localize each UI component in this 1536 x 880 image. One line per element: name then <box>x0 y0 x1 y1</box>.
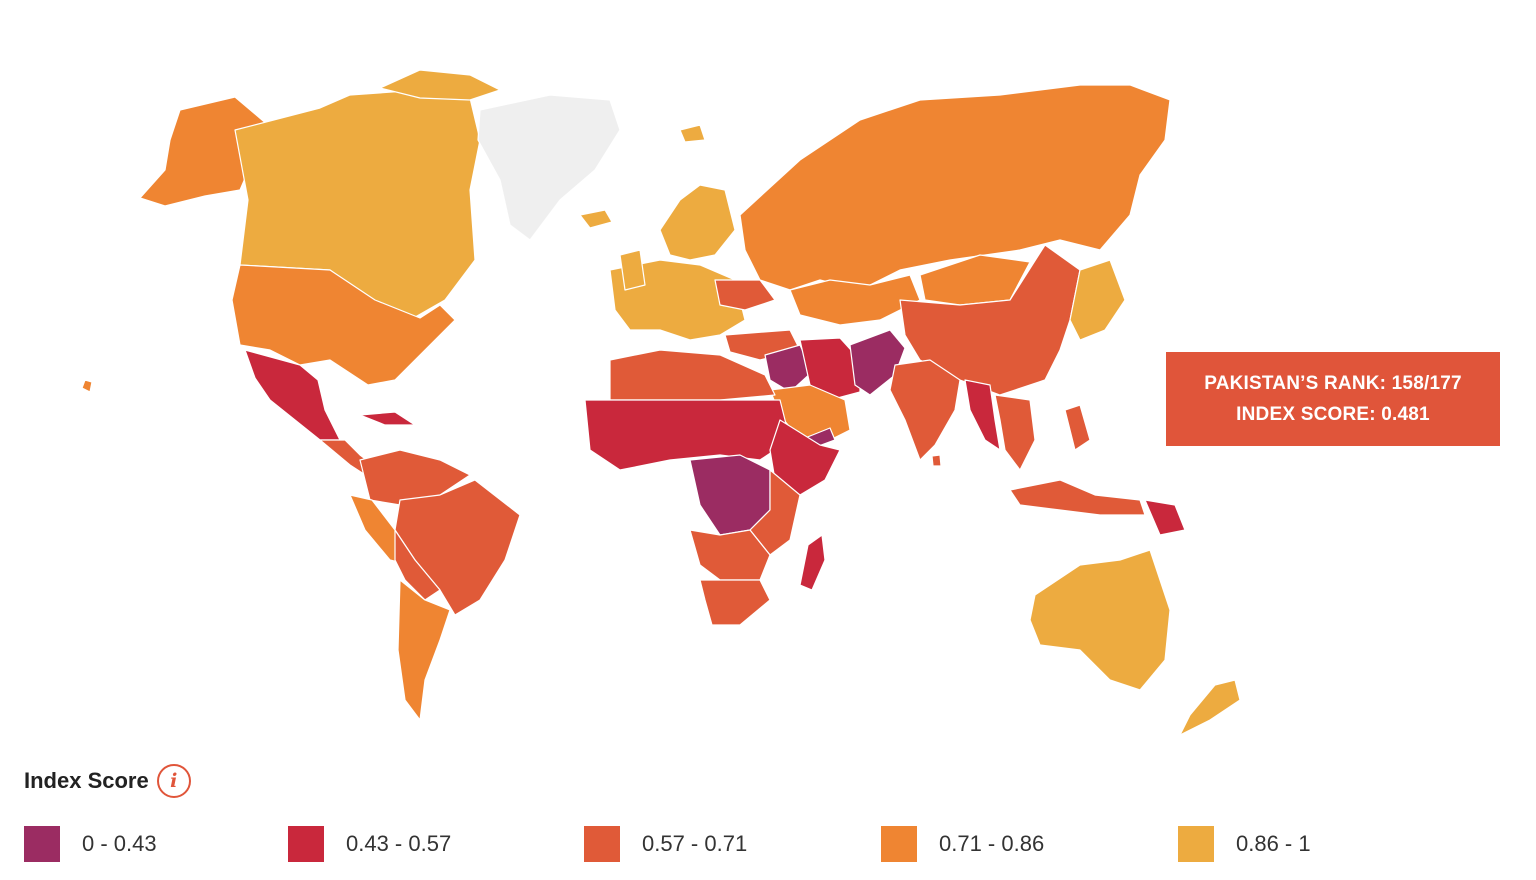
indonesia[interactable] <box>1009 479 1146 516</box>
legend-title-row: Index Score i <box>24 764 191 798</box>
legend-label-4: 0.71 - 0.86 <box>939 831 1045 856</box>
legend-item-4[interactable]: 0.71 - 0.86 <box>881 826 1044 862</box>
se-asia[interactable] <box>994 394 1036 471</box>
alaska[interactable] <box>139 96 269 207</box>
iceland[interactable] <box>579 209 613 229</box>
papua-new-guinea[interactable] <box>1144 499 1186 536</box>
angola-zambia[interactable] <box>689 529 771 581</box>
cuba[interactable] <box>359 411 416 426</box>
tooltip-rank: PAKISTAN’S RANK: 158/177 <box>1204 373 1462 394</box>
legend-item-1[interactable]: 0 - 0.43 <box>24 826 157 862</box>
usa[interactable] <box>231 264 456 386</box>
new-zealand[interactable] <box>1179 679 1241 736</box>
legend-swatch-1 <box>24 826 60 862</box>
sri-lanka[interactable] <box>931 454 942 467</box>
southern-africa[interactable] <box>699 579 771 626</box>
sahel[interactable] <box>584 399 791 471</box>
greenland <box>477 94 621 241</box>
kazakhstan[interactable] <box>789 274 921 326</box>
argentina-chile[interactable] <box>397 579 451 721</box>
mexico[interactable] <box>244 349 341 441</box>
venezuela-colombia[interactable] <box>359 449 471 506</box>
ukraine[interactable] <box>714 279 776 311</box>
madagascar[interactable] <box>799 534 826 591</box>
legend-swatch-5 <box>1178 826 1214 862</box>
iraq-syria[interactable] <box>764 344 813 393</box>
legend-label-2: 0.43 - 0.57 <box>346 831 452 856</box>
canada-islands[interactable] <box>379 69 501 101</box>
legend-label-5: 0.86 - 1 <box>1236 831 1311 856</box>
china[interactable] <box>899 244 1081 396</box>
myanmar[interactable] <box>964 379 1001 451</box>
legend-label-3: 0.57 - 0.71 <box>642 831 748 856</box>
tooltip-score: INDEX SCORE: 0.481 <box>1236 404 1430 425</box>
legend-item-5[interactable]: 0.86 - 1 <box>1178 826 1311 862</box>
philippines[interactable] <box>1064 404 1091 451</box>
country-tooltip: PAKISTAN’S RANK: 158/177 INDEX SCORE: 0.… <box>1166 352 1500 446</box>
india[interactable] <box>889 359 961 461</box>
korea-japan[interactable] <box>1069 259 1126 341</box>
legend-swatch-3 <box>584 826 620 862</box>
legend-item-2[interactable]: 0.43 - 0.57 <box>288 826 451 862</box>
russia[interactable] <box>739 84 1171 291</box>
legend-item-3[interactable]: 0.57 - 0.71 <box>584 826 747 862</box>
legend-title: Index Score <box>24 768 149 793</box>
scandinavia[interactable] <box>659 184 736 261</box>
legend-label-1: 0 - 0.43 <box>82 831 157 856</box>
info-icon[interactable]: i <box>156 764 191 798</box>
australia[interactable] <box>1029 549 1171 691</box>
world-map <box>81 69 1241 736</box>
horn-of-africa[interactable] <box>769 419 841 496</box>
legend-swatch-4 <box>881 826 917 862</box>
legend-swatch-2 <box>288 826 324 862</box>
svalbard[interactable] <box>679 124 706 143</box>
uk-ireland[interactable] <box>619 249 646 291</box>
hawaii[interactable] <box>81 379 93 393</box>
legend: 0 - 0.43 0.43 - 0.57 0.57 - 0.71 0.71 - … <box>24 826 1504 866</box>
